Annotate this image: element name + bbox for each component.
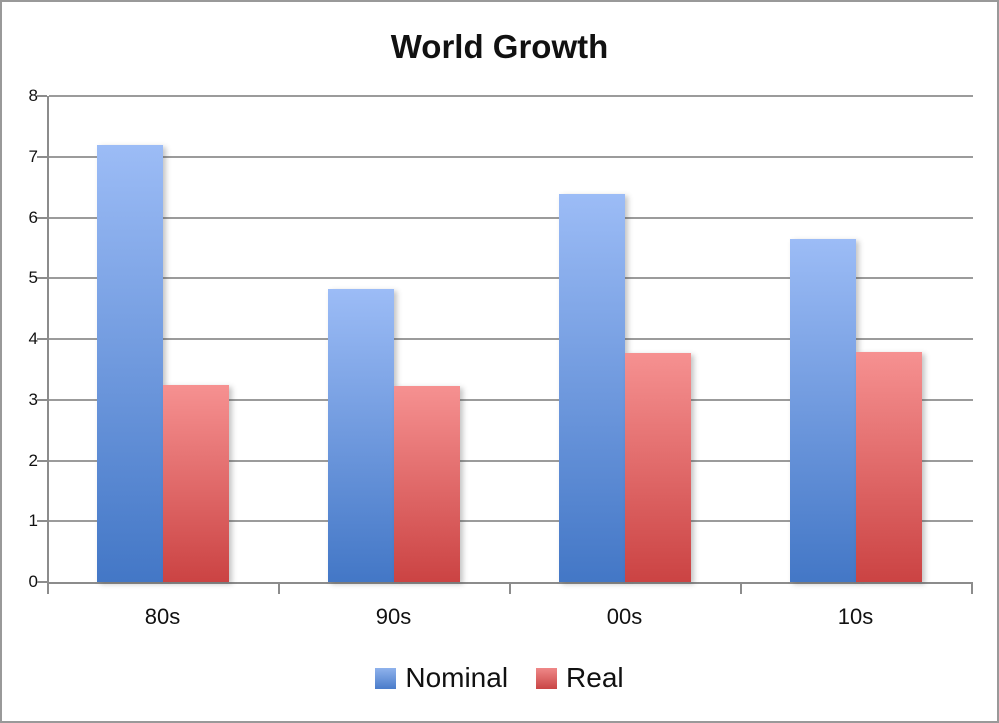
legend-swatch-real-icon [536,667,558,689]
gridline-2 [49,459,973,462]
gridline-1 [49,520,973,523]
category-label-90s: 90s [375,604,412,629]
bar-nominal-10s [790,238,856,582]
x-axis-tick-3 [740,584,742,594]
y-tick-label-0: 0 [28,572,38,591]
bar-nominal-80s [97,144,163,582]
y-axis-tick-1 [37,520,47,523]
category-label-80s: 80s [144,604,181,629]
gridline-8 [49,95,973,97]
y-axis-tick-7 [37,155,47,158]
x-axis-tick-0 [47,584,49,594]
legend-item-real: Real [536,663,624,693]
y-axis-tick-4 [37,338,47,340]
bar-real-80s [163,384,229,582]
category-label-00s: 00s [606,604,643,629]
x-axis-tick-1 [278,584,280,594]
bar-nominal-90s [328,288,394,582]
y-tick-label-7: 7 [28,146,38,166]
plot-area [47,95,973,584]
y-axis-tick-6 [37,216,47,219]
gridline-5 [49,277,973,280]
y-tick-label-4: 4 [28,329,38,348]
y-axis-tick-2 [37,459,47,462]
y-axis-tick-8 [37,95,47,97]
y-tick-label-6: 6 [28,207,38,227]
gridline-3 [49,398,973,401]
y-axis-tick-5 [37,277,47,280]
gridline-4 [49,338,973,340]
y-tick-label-5: 5 [28,268,38,288]
y-tick-label-3: 3 [28,389,38,409]
legend-item-nominal: Nominal [375,663,508,693]
y-axis-tick-0 [37,581,47,583]
bar-real-10s [856,352,922,582]
legend-swatch-nominal-icon [375,667,397,689]
y-tick-label-8: 8 [28,86,38,105]
y-axis-tick-3 [37,398,47,401]
legend: Nominal Real [2,663,997,693]
y-tick-label-2: 2 [28,450,38,470]
x-axis-tick-4 [971,584,973,594]
legend-label-nominal: Nominal [405,662,509,693]
gridline-6 [49,216,973,219]
x-axis-tick-2 [509,584,511,594]
gridline-7 [49,155,973,158]
bar-nominal-00s [559,194,625,582]
legend-label-real: Real [566,662,624,693]
bar-real-90s [394,385,460,582]
bar-real-00s [625,352,691,582]
y-tick-label-1: 1 [28,511,38,531]
chart-title: World Growth [390,28,609,65]
category-label-10s: 10s [837,604,874,629]
